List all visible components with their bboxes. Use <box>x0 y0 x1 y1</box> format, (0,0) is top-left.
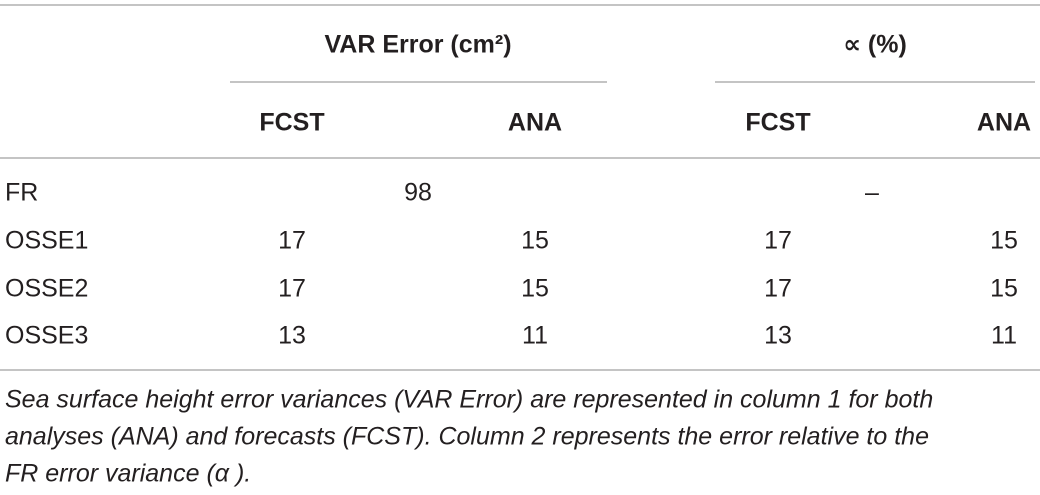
caption-line: Sea surface height error variances (VAR … <box>5 386 933 414</box>
cell: 17 <box>278 275 306 303</box>
column-header: ANA <box>508 109 562 137</box>
caption-line: FR error variance (α ). <box>5 460 251 488</box>
cell: 15 <box>521 275 549 303</box>
cell: 13 <box>278 322 306 350</box>
cell: 17 <box>764 275 792 303</box>
caption-line: analyses (ANA) and forecasts (FCST). Col… <box>5 423 929 451</box>
cell: 17 <box>278 227 306 255</box>
cell: 11 <box>991 322 1017 350</box>
column-header: FCST <box>745 109 810 137</box>
cell: 15 <box>990 275 1018 303</box>
group-header: ∝ (%) <box>843 31 907 59</box>
cell: 15 <box>521 227 549 255</box>
cell: 15 <box>990 227 1018 255</box>
group-header: VAR Error (cm²) <box>324 31 511 59</box>
cell: 98 <box>404 179 432 207</box>
row-label: OSSE1 <box>5 227 88 255</box>
cell: 13 <box>764 322 792 350</box>
cell: 17 <box>764 227 792 255</box>
column-header: FCST <box>259 109 324 137</box>
row-label: FR <box>5 179 38 207</box>
row-label: OSSE3 <box>5 322 88 350</box>
row-label: OSSE2 <box>5 275 88 303</box>
cell: – <box>865 179 879 207</box>
cell: 11 <box>522 322 548 350</box>
column-header: ANA <box>977 109 1031 137</box>
